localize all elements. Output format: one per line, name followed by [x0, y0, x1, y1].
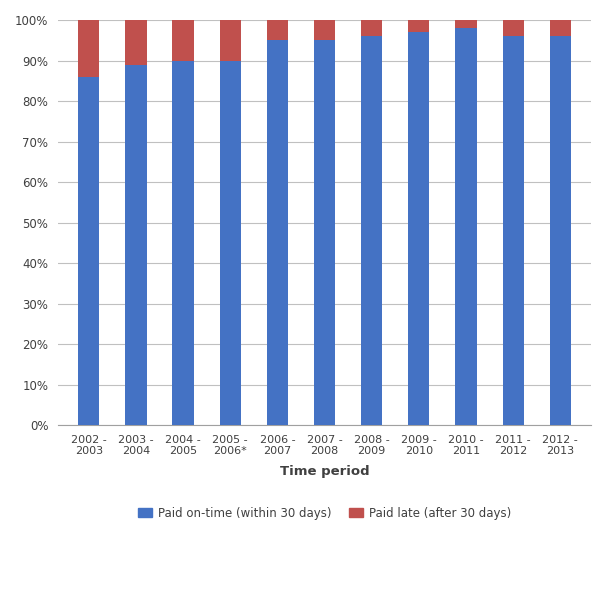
Bar [219, 20, 241, 61]
Bar [314, 20, 335, 40]
Bar [125, 20, 147, 65]
Bar [173, 20, 194, 61]
Bar [267, 20, 288, 40]
Bar [550, 20, 571, 36]
Bar [408, 32, 430, 425]
Bar [267, 40, 288, 425]
Legend: Paid on-time (within 30 days), Paid late (after 30 days): Paid on-time (within 30 days), Paid late… [133, 502, 516, 524]
Bar [173, 61, 194, 425]
Bar [219, 61, 241, 425]
Bar [78, 77, 99, 425]
Bar [550, 36, 571, 425]
Bar [408, 20, 430, 32]
Bar [361, 20, 382, 36]
Bar [314, 40, 335, 425]
Bar [502, 36, 524, 425]
Bar [78, 20, 99, 77]
Bar [456, 28, 477, 425]
Bar [361, 36, 382, 425]
Bar [456, 20, 477, 28]
Bar [125, 65, 147, 425]
Bar [502, 20, 524, 36]
X-axis label: Time period: Time period [280, 465, 370, 478]
